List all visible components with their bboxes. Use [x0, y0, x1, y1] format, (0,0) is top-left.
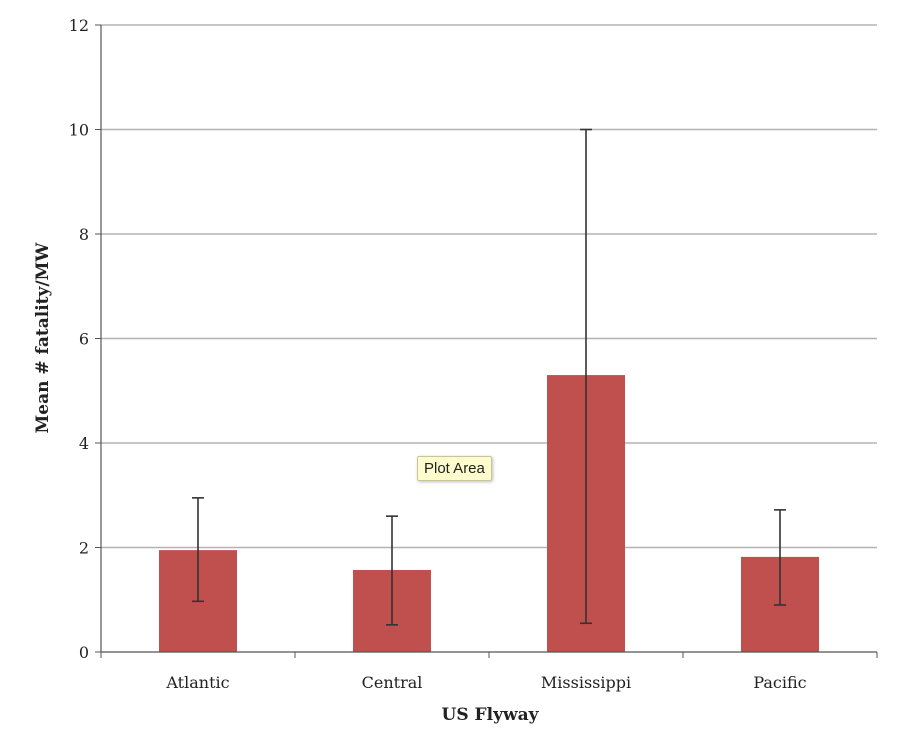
error-bars: [192, 128, 786, 626]
x-tick-label-pacific: Pacific: [753, 673, 806, 692]
x-tick-label-atlantic: Atlantic: [165, 673, 229, 692]
y-axis-title: Mean # fatality/MW: [33, 242, 53, 434]
axes: [95, 24, 878, 658]
x-tick-label-mississippi: Mississippi: [541, 673, 631, 692]
y-tick-label: 6: [79, 330, 89, 349]
y-tick-label: 8: [79, 225, 89, 244]
bars: [159, 375, 819, 652]
y-tick-label: 0: [79, 643, 89, 662]
y-tick-label: 4: [79, 434, 89, 453]
gridlines: [101, 24, 877, 549]
x-tick-label-central: Central: [362, 673, 423, 692]
y-tick-label: 12: [69, 16, 89, 35]
y-tick-label: 10: [69, 121, 89, 140]
plot-area-tooltip: Plot Area: [417, 456, 492, 481]
tick-labels: 0 2 4 6 8 10 12 Atlantic Central Mississippi Pacif…: [69, 16, 807, 692]
x-axis-title: US Flyway: [442, 705, 540, 725]
y-tick-label: 2: [79, 539, 89, 558]
